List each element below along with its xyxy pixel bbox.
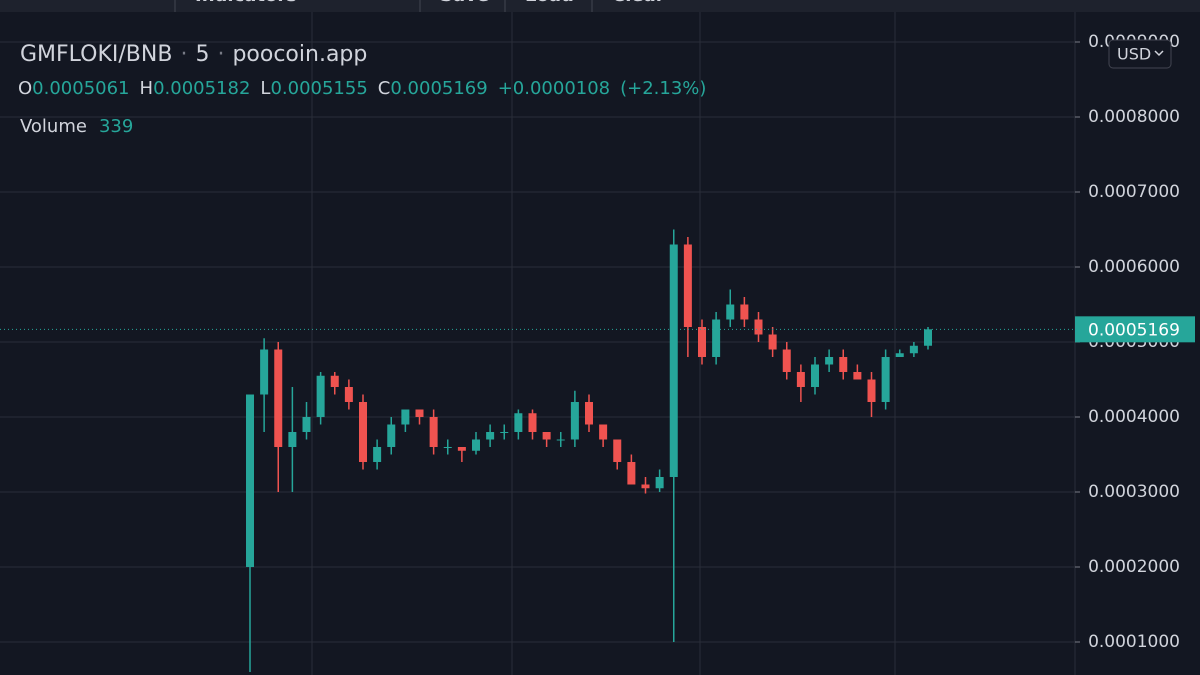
candle-body bbox=[796, 372, 805, 387]
volume-label: Volume bbox=[20, 116, 87, 137]
candle-body bbox=[514, 413, 523, 432]
source: poocoin.app bbox=[232, 42, 367, 67]
candle-body bbox=[839, 357, 848, 372]
candle-body bbox=[627, 462, 636, 485]
candle-body bbox=[768, 334, 777, 350]
candle-body bbox=[853, 372, 862, 380]
volume-line: Volume 339 bbox=[20, 116, 133, 137]
change-pct: (+2.13%) bbox=[620, 78, 706, 99]
plot bbox=[0, 229, 1075, 672]
candle-body bbox=[387, 424, 396, 447]
candle-body bbox=[895, 353, 904, 357]
candle-body bbox=[613, 439, 622, 462]
toolbar: Indicators Save Load Clear bbox=[0, 0, 1200, 12]
candle-body bbox=[457, 447, 466, 451]
y-tick-label: 0.0004000 bbox=[1088, 407, 1180, 427]
candle-body bbox=[528, 413, 537, 432]
h-value: 0.0005182 bbox=[153, 78, 250, 99]
candle-body bbox=[811, 364, 819, 387]
candle-body bbox=[359, 402, 367, 462]
symbol: GMFLOKI/BNB bbox=[20, 42, 172, 67]
y-tick-label: 0.0008000 bbox=[1088, 107, 1180, 127]
candle-body bbox=[754, 319, 763, 335]
candle-body bbox=[486, 432, 495, 440]
o-label: O bbox=[18, 78, 32, 99]
l-label: L bbox=[260, 78, 270, 99]
candle-body bbox=[443, 447, 452, 448]
candle-body bbox=[260, 349, 269, 395]
y-tick-label: 0.0001000 bbox=[1088, 632, 1180, 652]
candle-body bbox=[542, 432, 551, 440]
price-axis: 0.0001000 0.0002000 0.0003000 0.0004000 0.00… bbox=[1074, 12, 1195, 675]
y-tick-label: 0.0006000 bbox=[1088, 257, 1180, 277]
candle-body bbox=[655, 477, 664, 489]
candle-body bbox=[867, 379, 876, 402]
separator: · bbox=[180, 42, 187, 67]
candle-body bbox=[401, 409, 410, 425]
candle-body bbox=[726, 304, 735, 320]
currency-label: USD bbox=[1117, 45, 1151, 64]
candle-body bbox=[585, 402, 593, 425]
candle-body bbox=[472, 439, 480, 451]
change: +0.0000108 bbox=[498, 78, 610, 99]
toolbar-button[interactable]: Save bbox=[440, 0, 489, 6]
candle-body bbox=[924, 329, 932, 346]
last-price-box bbox=[1075, 316, 1195, 343]
candle-body bbox=[683, 244, 692, 327]
interval: 5 bbox=[195, 42, 209, 67]
candle-body bbox=[570, 402, 579, 440]
candle-body bbox=[302, 417, 311, 432]
ohlc-line: O0.0005061 H0.0005182 L0.0005155 C0.0005169… bbox=[18, 78, 706, 99]
h-label: H bbox=[140, 78, 154, 99]
candle-body bbox=[599, 424, 608, 440]
candle-body bbox=[881, 357, 890, 402]
candle-body bbox=[712, 319, 721, 357]
candle-body bbox=[909, 345, 918, 354]
o-value: 0.0005061 bbox=[32, 78, 129, 99]
y-tick-label: 0.0007000 bbox=[1088, 182, 1180, 202]
chevron bbox=[1154, 50, 1164, 57]
candle-body bbox=[330, 375, 339, 387]
currency-button bbox=[1108, 39, 1172, 69]
candle-body bbox=[782, 349, 791, 372]
toolbar-bg bbox=[0, 0, 1200, 12]
symbol-line: GMFLOKI/BNB · 5 · poocoin.app bbox=[20, 42, 367, 67]
separator: · bbox=[217, 42, 224, 67]
toolbar-button[interactable]: Load bbox=[525, 0, 574, 6]
candle-body bbox=[825, 357, 834, 365]
candle-body bbox=[429, 417, 438, 447]
l-value: 0.0005155 bbox=[270, 78, 367, 99]
last-price-label: 0.0005169 bbox=[1088, 320, 1180, 340]
y-tick-label: 0.0002000 bbox=[1088, 557, 1180, 577]
candle-body bbox=[274, 349, 283, 447]
candle-body bbox=[316, 375, 325, 417]
candle-body bbox=[415, 409, 424, 417]
y-tick-label: 0.0003000 bbox=[1088, 482, 1180, 502]
candle-body bbox=[698, 327, 706, 357]
candle-body bbox=[740, 304, 749, 320]
candle-body bbox=[500, 432, 509, 433]
candle-body bbox=[641, 484, 650, 489]
candle-body bbox=[246, 394, 254, 567]
volume-value: 339 bbox=[99, 116, 133, 137]
c-value: 0.0005169 bbox=[390, 78, 487, 99]
c-label: C bbox=[378, 78, 391, 99]
toolbar-button[interactable]: Indicators bbox=[195, 0, 297, 6]
candle-body bbox=[669, 244, 678, 477]
candle-body bbox=[373, 447, 382, 462]
grid bbox=[0, 12, 1075, 675]
toolbar-button[interactable]: Clear bbox=[612, 0, 665, 6]
candle-body bbox=[344, 387, 353, 402]
candle-body bbox=[556, 439, 565, 441]
candle-body bbox=[288, 432, 297, 447]
